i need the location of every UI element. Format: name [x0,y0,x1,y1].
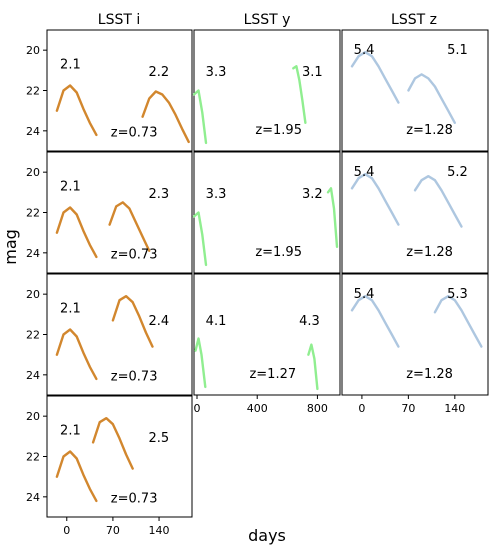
annotation-right: 4.3 [299,314,320,329]
panel-i-1: 20 22 24 2.1 2.2 z=0.73 [26,29,193,152]
panel-i-2: 20 22 24 2.1 2.3 z=0.73 [26,151,193,274]
annotation-redshift: z=1.28 [406,245,453,260]
y-tick-label: 24 [26,125,40,138]
panel-frame [341,273,489,396]
x-tick-label: 0 [194,402,201,415]
annotation-right: 2.5 [149,431,170,446]
panel-frame [193,151,341,274]
y-tick-label: 22 [26,329,40,342]
x-axis-label: days [248,526,286,545]
y-axis-label: mag [1,229,20,265]
annotation-left: 4.1 [206,314,227,329]
annotation-right: 3.2 [302,187,323,202]
annotation-right: 2.4 [149,314,170,329]
lightcurve-line-2 [141,90,190,144]
y-tick-label: 20 [26,166,40,179]
annotation-redshift: z=0.73 [111,491,158,506]
panel-frame [341,151,489,274]
annotation-redshift: z=1.95 [255,123,302,138]
panel-frame [341,29,489,152]
lightcurve-line-1 [350,172,400,226]
annotation-left: 2.1 [60,58,81,73]
annotation-right: 5.1 [447,43,468,58]
annotation-redshift: z=0.73 [111,125,158,140]
panel-frame [193,29,341,152]
panel-z-1: 5.4 5.1 z=1.28 [341,29,489,152]
annotation-right: 2.2 [149,65,170,80]
lightcurve-line-1 [55,84,98,137]
annotation-redshift: z=0.73 [111,247,158,262]
panel-i-4: 20 22 24 0 70 140 2.1 2.5 z=0.73 [26,395,193,537]
panel-z-3: 0 70 140 5.4 5.3 z=1.28 [341,273,489,415]
lightcurve-line-2 [307,343,319,391]
x-tick-label: 70 [106,524,120,537]
lightcurve-line-2 [108,201,151,253]
lightcurve-line-1 [192,211,208,267]
panel-y-3: 0 400 800 4.1 4.3 z=1.27 [193,273,341,415]
lightcurve-line-1 [55,450,98,503]
annotation-right: 2.3 [149,187,170,202]
annotation-redshift: z=0.73 [111,369,158,384]
lightcurve-line-2 [326,187,339,249]
y-tick-label: 22 [26,451,40,464]
panel-i-3: 20 22 24 2.1 2.4 z=0.73 [26,273,193,396]
annotation-redshift: z=1.28 [406,367,453,382]
lightcurve-line-2 [407,73,456,125]
annotation-right: 3.1 [302,65,323,80]
annotation-left: 2.1 [60,302,81,317]
annotation-right: 5.3 [447,287,468,302]
annotation-redshift: z=1.28 [406,123,453,138]
annotation-left: 3.3 [206,65,227,80]
lightcurve-line-1 [350,51,400,104]
lightcurve-line-1 [192,89,208,145]
annotation-right: 5.2 [447,165,468,180]
y-tick-label: 20 [26,288,40,301]
panel-y-1: 3.3 3.1 z=1.95 [192,29,341,152]
x-tick-label: 0 [63,524,70,537]
x-tick-label: 400 [247,402,268,415]
x-tick-label: 140 [149,524,170,537]
panel-y-2: 3.3 3.2 z=1.95 [192,151,341,274]
y-tick-label: 22 [26,85,40,98]
annotation-redshift: z=1.27 [249,367,296,382]
lightcurve-line-1 [350,295,400,348]
panel-z-2: 5.4 5.2 z=1.28 [341,151,489,274]
y-tick-label: 20 [26,44,40,57]
panels-group: 20 22 24 2.1 2.2 z=0.73 20 22 24 2.1 2.3 z=0.73 20 22… [26,29,489,537]
annotation-left: 5.4 [354,287,375,302]
lightcurve-line-1 [55,328,98,381]
annotation-left: 3.3 [206,187,227,202]
panel-frame [193,273,341,396]
x-tick-label: 800 [307,402,328,415]
lightcurve-line-2 [292,65,307,125]
lightcurve-line-1 [194,337,207,389]
lightcurve-line-2 [413,174,463,228]
annotation-left: 2.1 [60,180,81,195]
y-tick-label: 20 [26,410,40,423]
x-tick-label: 0 [358,402,365,415]
column-title-z: LSST z [391,12,437,28]
y-tick-label: 24 [26,369,40,382]
column-titles: LSST i LSST y LSST z [98,12,437,28]
lightcurve-line-2 [433,295,483,348]
column-title-y: LSST y [244,12,291,28]
x-tick-label: 70 [401,402,415,415]
annotation-redshift: z=1.95 [255,245,302,260]
annotation-left: 5.4 [354,43,375,58]
lightcurve-line-2 [111,295,154,348]
y-tick-label: 24 [26,247,40,260]
y-tick-label: 24 [26,491,40,504]
y-tick-label: 22 [26,207,40,220]
x-tick-label: 140 [444,402,465,415]
annotation-left: 5.4 [354,165,375,180]
lightcurve-line-1 [55,206,98,259]
lightcurve-line-2 [91,417,134,470]
annotation-left: 2.1 [60,424,81,439]
column-title-i: LSST i [98,12,140,28]
